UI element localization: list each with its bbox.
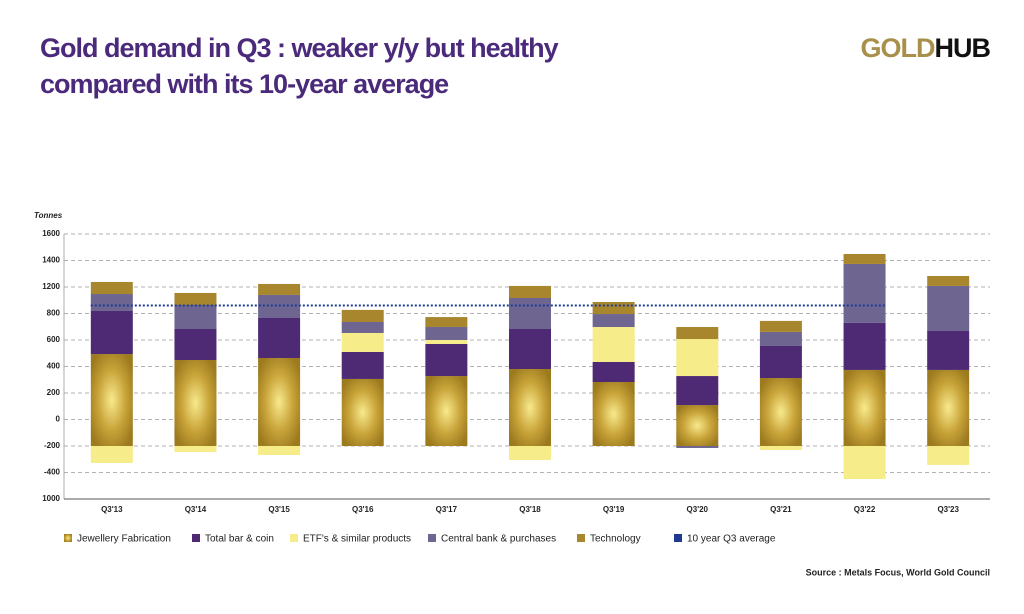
bar-segment — [927, 369, 970, 446]
y-tick-label: -200 — [44, 441, 61, 450]
bar-segment — [174, 446, 217, 452]
y-tick-label: 0 — [56, 415, 61, 424]
x-tick-label: Q3'21 — [770, 505, 792, 514]
logo-gold: GOLD — [861, 33, 935, 63]
legend-label: Central bank & purchases — [441, 534, 556, 545]
bar-segment — [509, 446, 551, 461]
bar-segment — [174, 305, 217, 330]
x-tick-label: Q3'16 — [352, 505, 374, 514]
y-tick-label: -400 — [44, 468, 61, 477]
y-tick-label: 1400 — [42, 256, 60, 265]
bar-segment — [927, 330, 970, 370]
bar-segment — [341, 351, 384, 379]
chart-subtitle: compared with its 10-year average — [40, 69, 449, 99]
x-tick-label: Q3'19 — [603, 505, 625, 514]
bar-segment — [676, 339, 719, 377]
bar-segment — [341, 321, 384, 333]
bar-segment — [174, 329, 217, 361]
bar-segment — [425, 340, 468, 344]
bar-segment — [509, 369, 551, 446]
legend-swatch — [674, 534, 682, 542]
x-tick-label: Q3'15 — [268, 505, 290, 514]
bar-segment — [759, 446, 802, 450]
bar-segment — [341, 378, 384, 446]
y-tick-label: 800 — [47, 309, 61, 318]
bar-segment — [759, 320, 802, 332]
bar-segment — [425, 327, 468, 340]
bar-segment — [425, 343, 468, 377]
bar-segment — [174, 292, 217, 306]
bar-segment — [592, 301, 635, 315]
source: Source : Metals Focus, World Gold Counci… — [806, 567, 990, 577]
bar-segment — [843, 369, 886, 446]
logo: GOLDHUB — [861, 33, 991, 63]
bar-segment — [90, 294, 133, 311]
legend-label: Technology — [590, 534, 641, 545]
y-tick-label: 1200 — [42, 282, 60, 291]
bar-segment — [676, 327, 719, 340]
bar-segment — [90, 446, 133, 463]
x-tick-label: Q3'20 — [687, 505, 709, 514]
bar-segment — [509, 285, 551, 298]
bar-segment — [843, 254, 886, 264]
bar-segment — [592, 327, 635, 362]
legend-swatch — [290, 534, 298, 542]
y-tick-label: 1600 — [42, 229, 60, 238]
legend-label: 10 year Q3 average — [687, 534, 776, 545]
bar-segment — [592, 382, 635, 446]
bar-segment — [676, 405, 719, 446]
bar-segment — [341, 332, 384, 352]
bar-segment — [927, 276, 970, 286]
bar-segment — [90, 281, 133, 295]
legend-swatch — [192, 534, 200, 542]
x-tick-label: Q3'22 — [854, 505, 876, 514]
bar-segment — [425, 376, 468, 446]
bar-segment — [258, 318, 301, 359]
legend-label: ETF's & similar products — [303, 534, 411, 545]
x-tick-label: Q3'23 — [937, 505, 959, 514]
x-tick-label: Q3'18 — [519, 505, 541, 514]
legend-swatch — [577, 534, 585, 542]
bar-segment — [927, 285, 970, 331]
bar-segment — [90, 310, 133, 355]
bar-segment — [258, 358, 301, 446]
bar-segment — [927, 446, 970, 465]
bar-segment — [592, 314, 635, 328]
bar-segment — [258, 446, 301, 456]
bar-segment — [759, 345, 802, 379]
bar-segment — [425, 317, 468, 328]
x-tick-label: Q3'13 — [101, 505, 123, 514]
logo-hub: HUB — [935, 33, 991, 63]
bar-segment — [90, 354, 133, 446]
y-tick-label: 1000 — [42, 494, 60, 503]
bar-segment — [676, 446, 719, 448]
legend-label: Jewellery Fabrication — [77, 534, 171, 545]
bar-segment — [174, 360, 217, 446]
bar-segment — [509, 329, 551, 370]
legend-swatch — [428, 534, 436, 542]
legend-label: Total bar & coin — [205, 534, 274, 545]
y-tick-label: 400 — [47, 362, 61, 371]
bar-segment — [759, 378, 802, 446]
x-tick-label: Q3'17 — [436, 505, 458, 514]
bar-segment — [843, 263, 886, 323]
y-axis-title: Tonnes — [34, 211, 63, 220]
bar-segment — [759, 331, 802, 346]
bar-segment — [843, 446, 886, 479]
x-tick-label: Q3'14 — [185, 505, 207, 514]
y-tick-label: 600 — [47, 335, 61, 344]
chart-title: Gold demand in Q3 : weaker y/y but healt… — [40, 33, 559, 63]
bar-segment — [592, 361, 635, 383]
y-tick-label: 200 — [47, 388, 61, 397]
legend-swatch — [64, 534, 72, 542]
bar-segment — [341, 309, 384, 322]
bar-segment — [509, 297, 551, 330]
bar-segment — [258, 283, 301, 295]
bar-segment — [676, 376, 719, 406]
bar-segment — [843, 322, 886, 370]
